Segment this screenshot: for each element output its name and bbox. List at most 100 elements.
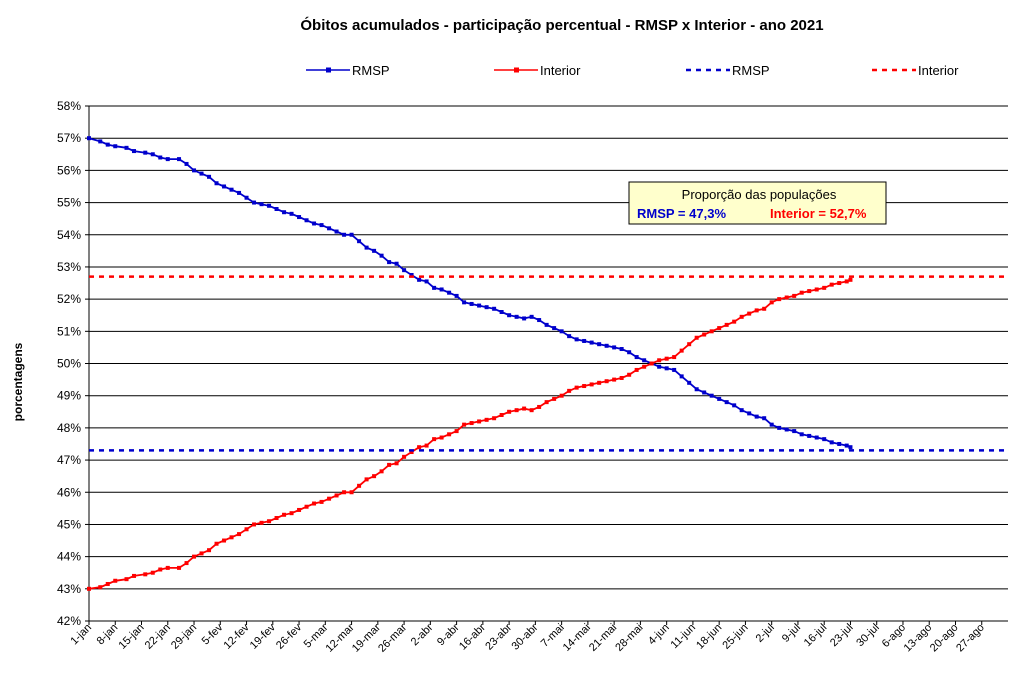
x-tick-label: 30-jul (854, 622, 882, 650)
series-interior-point (462, 422, 467, 427)
series-interior-point (132, 573, 137, 578)
series-interior-point (379, 469, 384, 474)
series-interior-point (105, 581, 110, 586)
x-tick-label: 21-mai (587, 622, 619, 654)
series-interior-point (739, 314, 744, 319)
series-rmsp-point (694, 387, 699, 392)
series-rmsp-point (754, 414, 759, 419)
series-rmsp-point (439, 287, 444, 292)
series-interior-point (158, 567, 163, 572)
series-rmsp-point (319, 223, 324, 228)
x-tick-label: 23-abr (483, 621, 514, 652)
series-interior-point (777, 297, 782, 302)
y-axis: 42% 43% 44% 45% 46% 47% 48% 49% 50% 51% 52% 53% 54% 5… (57, 99, 90, 628)
series-rmsp-point (822, 437, 827, 442)
series-interior-point (529, 408, 534, 413)
x-tick-label: 16-jul (802, 622, 830, 650)
series-rmsp-point (589, 340, 594, 345)
series-rmsp-point (732, 403, 737, 408)
series-interior-point (522, 406, 527, 411)
series-interior-point (544, 400, 549, 405)
x-tick-label: 28-mai (613, 622, 645, 654)
series-rmsp-point (807, 433, 812, 438)
series-rmsp-point (432, 285, 437, 290)
series-interior-line (88, 278, 851, 590)
legend-label: RMSP (352, 63, 390, 78)
x-tick-label: 27-ago (954, 622, 987, 655)
series-interior-point (754, 308, 759, 313)
series-interior-point (150, 570, 155, 575)
series-interior-point (177, 565, 182, 570)
x-tick-label: 2-jul (754, 622, 777, 645)
series-interior-point (124, 577, 129, 582)
series-interior-point (394, 461, 399, 466)
legend-label: Interior (918, 63, 959, 78)
y-tick-label: 53% (57, 260, 81, 274)
series-rmsp-point (462, 300, 467, 305)
series-rmsp-point (492, 306, 497, 311)
series-rmsp-point (334, 229, 339, 234)
series-interior-point (432, 437, 437, 442)
legend-label: RMSP (732, 63, 770, 78)
series-interior-point (848, 277, 853, 282)
series-interior-point (822, 285, 827, 290)
series-interior-point (259, 520, 264, 525)
series-interior-point (762, 306, 767, 311)
series-interior-point (274, 516, 279, 520)
series-interior-point (514, 408, 519, 413)
y-tick-label: 43% (57, 582, 81, 596)
series-rmsp-point (762, 416, 767, 421)
series-rmsp-point (214, 181, 219, 186)
y-tick-label: 51% (57, 324, 81, 338)
series-rmsp-point (402, 268, 407, 273)
x-tick-label: 12-fev (222, 621, 252, 651)
series-rmsp-point (207, 174, 212, 179)
series-rmsp-point (372, 248, 377, 253)
series-interior-point (567, 388, 572, 393)
series-rmsp-point (267, 203, 272, 208)
series-interior-point (349, 490, 354, 495)
series-rmsp-point (679, 374, 684, 379)
series-interior-point (98, 585, 103, 590)
x-tick-label: 18-jun (694, 622, 724, 652)
annotation-interior: Interior = 52,7% (770, 206, 867, 221)
y-tick-label: 57% (57, 131, 81, 145)
series-interior-point (664, 356, 669, 361)
y-tick-label: 47% (57, 453, 81, 467)
series-rmsp-point (177, 157, 182, 162)
series-interior-point (784, 295, 789, 300)
x-tick-label: 13-ago (902, 622, 935, 655)
series-interior-point (267, 519, 272, 524)
series-interior-point (312, 501, 317, 506)
series-interior-point (702, 332, 707, 337)
series-rmsp-point (687, 380, 692, 385)
series-interior-point (582, 384, 587, 389)
series-interior-point (597, 380, 602, 385)
series-rmsp-point (499, 310, 504, 314)
series-rmsp-point (619, 347, 624, 352)
series-interior-point (627, 372, 632, 377)
series-interior-point (439, 435, 444, 440)
series-rmsp-point (567, 334, 572, 339)
series-rmsp-point (342, 232, 347, 237)
series-rmsp-point (394, 261, 399, 266)
series-interior-point (402, 454, 407, 459)
series-interior-point (792, 293, 797, 298)
y-tick-label: 55% (57, 196, 81, 210)
series-interior-point (214, 541, 219, 546)
series-interior-point (372, 474, 377, 479)
series-interior-point (447, 432, 452, 437)
y-tick-label: 48% (57, 421, 81, 435)
series-interior-point (327, 496, 332, 501)
series-interior-point (409, 450, 414, 455)
series-interior-point (574, 385, 579, 390)
series-rmsp-point (784, 427, 789, 432)
legend-label: Interior (540, 63, 581, 78)
series-rmsp-point (627, 350, 632, 355)
series-rmsp-point (582, 338, 587, 343)
y-tick-label: 50% (57, 357, 81, 371)
series-rmsp-point (672, 367, 677, 372)
series-interior-point (244, 527, 249, 532)
chart-title: Óbitos acumulados - participação percent… (300, 16, 823, 34)
x-tick-label: 25-jun (720, 622, 750, 652)
